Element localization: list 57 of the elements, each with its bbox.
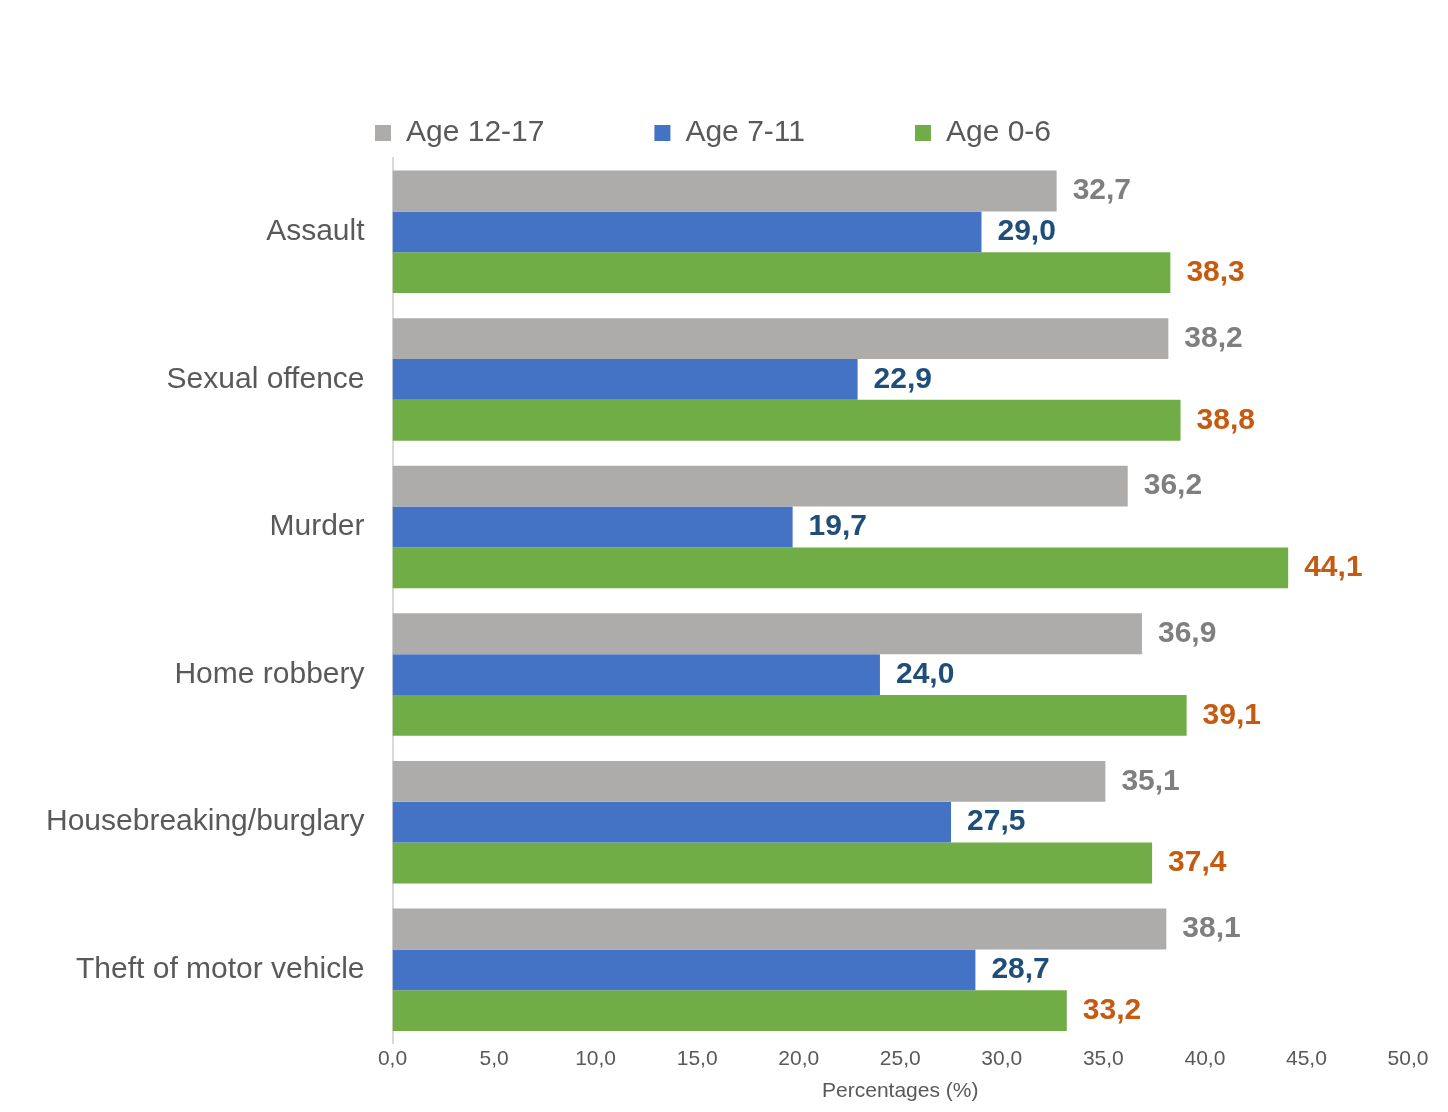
bar: [392, 842, 1153, 884]
data-label: 44,1: [1304, 549, 1363, 583]
data-label: 32,7: [1072, 172, 1132, 206]
x-tick-label: 5,0: [479, 1046, 509, 1069]
data-label: 27,5: [967, 803, 1026, 837]
bar: [392, 760, 1106, 802]
data-label: 37,4: [1168, 844, 1227, 878]
x-tick-label: 25,0: [879, 1046, 921, 1069]
bar: [392, 506, 793, 548]
bar: [392, 695, 1187, 736]
x-tick-label: 0,0: [377, 1046, 408, 1069]
data-label: 38,2: [1184, 319, 1243, 353]
bar: [392, 318, 1169, 359]
bar: [392, 170, 1057, 212]
bar: [392, 465, 1128, 507]
data-label: 22,9: [873, 360, 932, 394]
data-label: 38,3: [1186, 253, 1245, 287]
data-label: 38,8: [1196, 401, 1255, 435]
legend-label: Age 12-17: [405, 114, 545, 148]
x-tick-label: 45,0: [1286, 1046, 1327, 1069]
x-axis-title: Percentages (%): [822, 1078, 979, 1102]
bar: [392, 990, 1067, 1032]
y-tick-label: Murder: [269, 508, 365, 542]
x-tick-label: 30,0: [981, 1046, 1023, 1069]
bar: [392, 547, 1289, 589]
bar: [392, 801, 952, 843]
y-tick-label: Home robbery: [174, 655, 365, 689]
x-tick-label: 40,0: [1184, 1046, 1226, 1069]
data-label: 39,1: [1202, 696, 1262, 730]
x-tick-label: 15,0: [676, 1046, 718, 1069]
data-label: 29,0: [997, 213, 1056, 247]
bar: [392, 252, 1171, 294]
x-tick-label: 10,0: [575, 1046, 617, 1069]
y-tick-label: Theft of motor vehicle: [76, 951, 365, 985]
y-tick-label: Housebreaking/burglary: [46, 803, 365, 837]
y-tick-label: Assault: [266, 213, 366, 247]
x-tick-label: 20,0: [778, 1046, 820, 1069]
bar: [392, 949, 976, 991]
legend-label: Age 7-11: [685, 114, 805, 148]
bar: [392, 211, 982, 253]
bar: [392, 908, 1167, 950]
bar: [392, 358, 858, 400]
x-tick-label: 35,0: [1082, 1046, 1124, 1069]
bar: [392, 399, 1181, 441]
legend-label: Age 0-6: [945, 114, 1052, 148]
data-label: 28,7: [991, 951, 1050, 985]
data-label: 36,9: [1157, 615, 1217, 649]
y-tick-label: Sexual offence: [166, 360, 365, 394]
data-label: 24,0: [895, 655, 955, 689]
data-label: 36,2: [1143, 467, 1203, 501]
bar: [392, 654, 880, 696]
data-label: 38,1: [1182, 910, 1241, 944]
data-label: 35,1: [1121, 762, 1180, 796]
data-label: 33,2: [1082, 991, 1142, 1025]
data-label: 19,7: [808, 508, 868, 542]
x-tick-label: 50,0: [1387, 1046, 1429, 1069]
bar: [392, 613, 1142, 655]
